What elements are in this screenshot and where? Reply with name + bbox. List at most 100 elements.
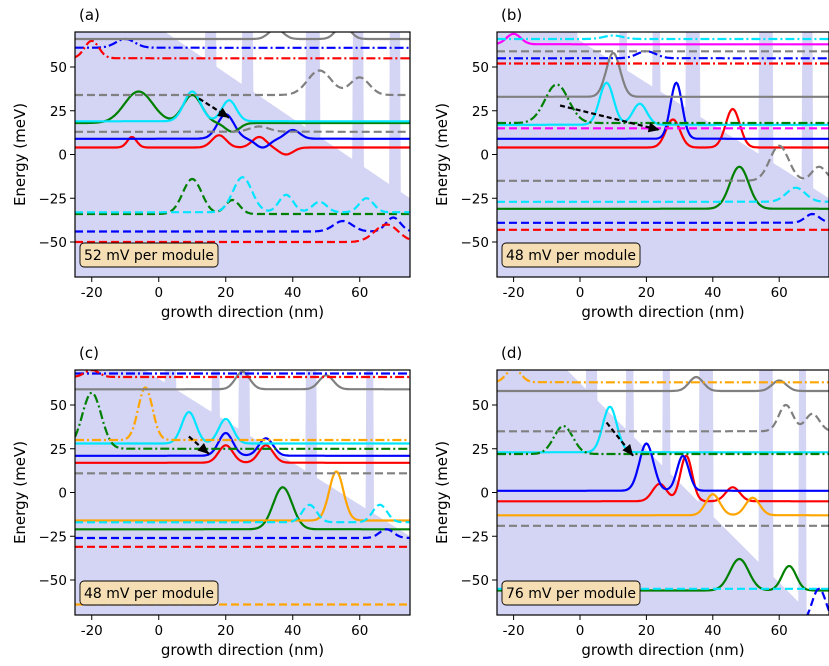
y-tick-label: −25 — [461, 529, 490, 545]
series-line-1 — [497, 81, 829, 140]
series-line-5 — [75, 391, 410, 450]
series-line-3 — [75, 410, 410, 445]
x-tick-label: -20 — [503, 623, 525, 639]
series-line-12 — [497, 50, 829, 60]
plot-area — [75, 370, 410, 615]
series-line-11 — [75, 39, 410, 60]
series-line-11 — [497, 32, 829, 46]
arrow-head — [217, 107, 230, 118]
panel-d: -20 0 20 40 60 −50 −25 0 25 50 growth direction (n… — [433, 344, 829, 659]
field-annotation: 76 mV per module — [501, 580, 641, 606]
series-line-4 — [497, 493, 829, 517]
annotation-box — [79, 242, 219, 268]
x-tick-label: 20 — [638, 285, 655, 301]
series-line-8 — [75, 503, 410, 524]
plot-area — [497, 370, 829, 615]
panel-label: (c) — [79, 344, 99, 362]
series-line-14 — [75, 370, 410, 379]
series-line-9 — [75, 223, 410, 244]
series-line-9 — [75, 528, 410, 540]
series-line-1 — [497, 442, 829, 492]
series-line-10 — [497, 370, 829, 384]
x-axis-title: growth direction (nm) — [581, 303, 744, 321]
x-tick-label: 60 — [771, 285, 788, 301]
series-line-2 — [497, 165, 829, 210]
x-tick-label: 20 — [217, 285, 234, 301]
series-line-3 — [75, 90, 410, 123]
annotation-text: 48 mV per module — [506, 248, 636, 264]
series-line-0 — [497, 107, 829, 149]
y-tick-label: 50 — [50, 398, 67, 414]
annotation-text: 48 mV per module — [84, 586, 214, 602]
y-tick-label: 0 — [480, 148, 489, 164]
field-annotation: 52 mV per module — [79, 242, 219, 268]
x-tick-label: 40 — [284, 285, 301, 301]
band-profile — [497, 32, 829, 277]
series-line-1 — [75, 431, 410, 457]
series-line-6 — [75, 386, 410, 442]
y-axis-title: Energy (meV) — [433, 103, 451, 206]
series-line-6 — [75, 177, 410, 216]
y-tick-label: 0 — [58, 486, 67, 502]
series-line-9 — [497, 212, 829, 224]
series-line-0 — [497, 454, 829, 503]
annotation-box — [501, 580, 641, 606]
y-tick-label: −50 — [461, 573, 490, 589]
series-line-5 — [75, 69, 410, 97]
annotation-box — [501, 242, 641, 268]
plot-area — [497, 32, 829, 277]
x-axis-title: growth direction (nm) — [581, 641, 744, 659]
y-tick-label: 25 — [50, 442, 67, 458]
panel-a: -20 0 20 40 60 −50 −25 0 25 50 growth direction (n… — [11, 6, 411, 321]
band-profile — [75, 32, 410, 277]
x-tick-label: 60 — [351, 623, 368, 639]
field-annotation: 48 mV per module — [501, 242, 641, 268]
x-tick-label: 0 — [154, 623, 163, 639]
series-line-7 — [497, 144, 829, 182]
y-tick-label: −25 — [461, 191, 490, 207]
x-tick-label: 60 — [771, 623, 788, 639]
annotation-text: 76 mV per module — [506, 586, 636, 602]
series-line-10 — [75, 37, 410, 49]
x-tick-label: 20 — [638, 623, 655, 639]
annotation-text: 52 mV per module — [84, 248, 214, 264]
y-tick-label: −50 — [461, 235, 490, 251]
arrow-head — [197, 443, 209, 454]
y-tick-label: −25 — [39, 529, 68, 545]
series-line-5 — [497, 424, 829, 456]
y-axis-title: Energy (meV) — [11, 103, 29, 206]
y-tick-label: 25 — [472, 104, 489, 120]
x-axis-title: growth direction (nm) — [161, 641, 324, 659]
series-line-7 — [75, 176, 410, 214]
y-tick-label: 0 — [58, 148, 67, 164]
transition-arrow — [198, 97, 230, 119]
series-line-4 — [75, 470, 410, 522]
series-line-12 — [75, 370, 410, 391]
y-tick-label: 50 — [472, 60, 489, 76]
series-line-3 — [497, 405, 829, 454]
series-line-5 — [497, 83, 829, 125]
arrow-head — [647, 122, 660, 133]
x-tick-label: 40 — [704, 285, 721, 301]
plot-area — [75, 32, 410, 277]
series-line-9 — [497, 375, 829, 393]
y-tick-label: 50 — [472, 398, 489, 414]
panel-label: (b) — [501, 6, 522, 24]
x-tick-label: 40 — [284, 623, 301, 639]
x-tick-label: 60 — [351, 285, 368, 301]
transition-arrow — [559, 104, 660, 132]
panel-label: (a) — [79, 6, 100, 24]
series-line-0 — [75, 134, 410, 156]
series-line-8 — [497, 403, 829, 433]
x-tick-label: 0 — [154, 285, 163, 301]
x-tick-label: 20 — [217, 623, 234, 639]
panel-b: -20 0 20 40 60 −50 −25 0 25 50 growth direction (n… — [433, 6, 829, 321]
series-line-2 — [75, 486, 410, 531]
y-tick-label: 0 — [480, 486, 489, 502]
series-line-3 — [497, 81, 829, 126]
x-tick-label: -20 — [503, 285, 525, 301]
x-tick-label: 0 — [576, 285, 585, 301]
series-line-1 — [75, 113, 410, 149]
y-tick-label: 50 — [50, 60, 67, 76]
arrow-head — [622, 444, 634, 456]
